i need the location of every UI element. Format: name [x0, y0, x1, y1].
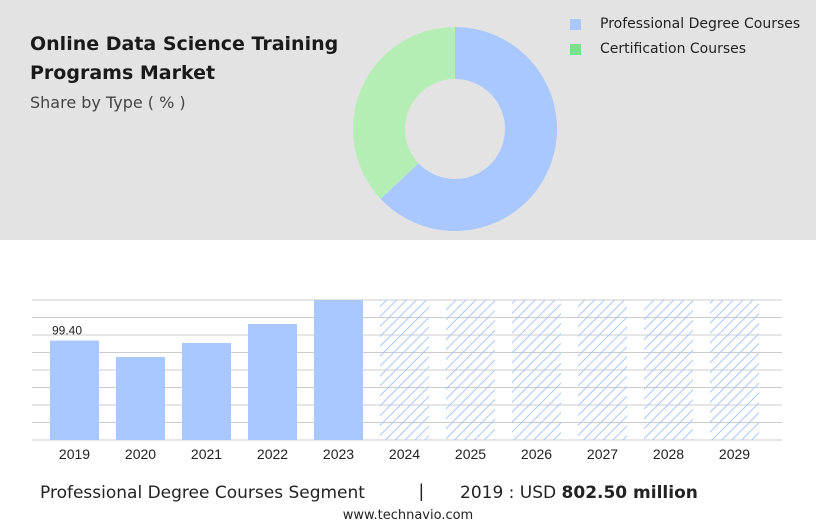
data-label-2019: 99.40 — [52, 324, 82, 338]
x-tick-2024: 2024 — [389, 446, 420, 462]
legend: Professional Degree Courses Certificatio… — [570, 16, 810, 66]
legend-label-certification: Certification Courses — [600, 41, 747, 57]
bar-forecast-2025 — [446, 300, 495, 440]
x-tick-2027: 2027 — [587, 446, 618, 462]
bar-2019 — [50, 340, 99, 440]
legend-item-certification: Certification Courses — [570, 41, 810, 57]
legend-swatch-professional — [570, 19, 581, 30]
footer-value-amount: 802.50 million — [561, 483, 698, 503]
legend-item-professional: Professional Degree Courses — [570, 16, 810, 32]
bar-forecast-2029 — [710, 300, 759, 440]
bar-chart: 99.40 2019 2020 2021 2022 2023 2024 2025 2026 202… — [32, 299, 782, 462]
bar-forecast-2027 — [578, 300, 627, 440]
bar-2023 — [314, 300, 363, 440]
bar-forecast-2026 — [512, 300, 561, 440]
footer-segment-label: Professional Degree Courses Segment — [40, 483, 365, 503]
bar-2020 — [116, 357, 165, 440]
x-tick-2029: 2029 — [719, 446, 750, 462]
x-tick-2019: 2019 — [59, 446, 90, 462]
x-tick-2023: 2023 — [323, 446, 354, 462]
footer-value: 2019 : USD 802.50 million — [460, 483, 698, 503]
legend-swatch-certification — [570, 44, 581, 55]
x-tick-2025: 2025 — [455, 446, 486, 462]
donut-chart — [353, 27, 557, 231]
x-tick-2022: 2022 — [257, 446, 288, 462]
x-tick-2026: 2026 — [521, 446, 552, 462]
bar-forecast-2024 — [380, 300, 429, 440]
footer-separator: | — [419, 481, 424, 501]
bar-2021 — [182, 343, 231, 440]
donut-slice-professional — [380, 27, 557, 231]
legend-label-professional: Professional Degree Courses — [600, 16, 801, 32]
chart-title: Online Data Science Training Programs Ma… — [30, 33, 339, 84]
bar-2022 — [248, 324, 297, 440]
footer-year-label: 2019 : USD — [460, 483, 562, 503]
footer-url: www.technavio.com — [342, 508, 474, 523]
x-tick-2020: 2020 — [125, 446, 156, 462]
x-tick-2028: 2028 — [653, 446, 684, 462]
chart-subtitle: Share by Type ( % ) — [30, 93, 186, 112]
bar-forecast-2028 — [644, 300, 693, 440]
x-tick-2021: 2021 — [191, 446, 222, 462]
donut-slice-certification — [353, 27, 455, 199]
